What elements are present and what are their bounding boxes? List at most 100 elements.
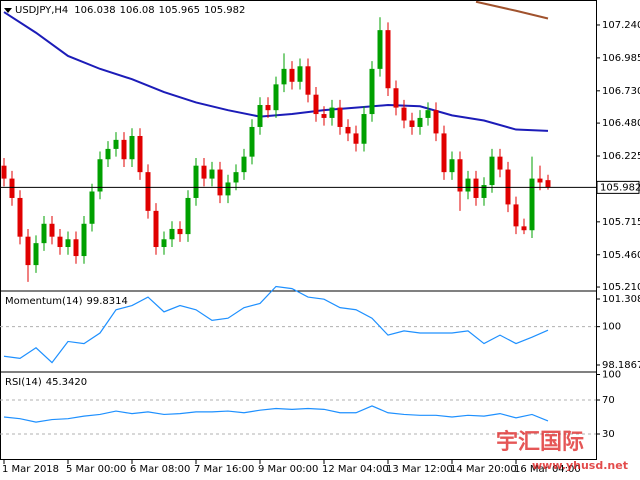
collapse-arrow xyxy=(4,8,12,13)
candle-body xyxy=(337,107,343,127)
candle-body xyxy=(265,105,271,111)
candle-body xyxy=(193,165,199,198)
watermark-url: www.yhusd.net xyxy=(532,459,628,472)
x-tick-label: 13 Mar 12:00 xyxy=(386,464,453,475)
candle-body xyxy=(105,148,111,160)
candle-body xyxy=(257,105,263,127)
candle-body xyxy=(297,66,303,82)
candle-body xyxy=(81,223,87,257)
candle-body xyxy=(137,135,143,173)
candle-body xyxy=(217,169,223,196)
candle-body xyxy=(457,159,463,192)
candle-body xyxy=(225,182,231,196)
candle-body xyxy=(361,114,367,144)
candle-body xyxy=(377,30,383,69)
candle-body xyxy=(49,223,55,237)
candle-body xyxy=(369,68,375,115)
rsi-header: RSI(14) 45.3420 xyxy=(5,377,87,388)
indicator-value: 45.3420 xyxy=(46,377,87,388)
y-tick-label: 100 xyxy=(602,322,621,333)
candle-body xyxy=(17,197,23,237)
x-tick-label: 6 Mar 08:00 xyxy=(130,464,190,475)
current-price-label: 105.982 xyxy=(600,182,640,193)
candle-body xyxy=(185,197,191,235)
candle-body xyxy=(449,159,455,173)
y-tick-label: 105.210 xyxy=(602,282,640,293)
candle-body xyxy=(305,66,311,95)
candle-body xyxy=(249,126,255,157)
candle-body xyxy=(73,239,79,257)
candle-body xyxy=(169,228,175,240)
watermark-text: 宇汇国际 xyxy=(496,430,584,455)
candle-body xyxy=(161,239,167,248)
y-tick-label: 106.730 xyxy=(602,86,640,97)
candle-body xyxy=(425,110,431,118)
current-price-box xyxy=(596,180,640,194)
candle-body xyxy=(401,107,407,121)
indicator-line xyxy=(3,405,549,423)
y-tick-label: 106.225 xyxy=(602,151,640,162)
candle-body xyxy=(417,117,423,127)
candle-body xyxy=(25,236,31,266)
x-tick-label: 7 Mar 16:00 xyxy=(194,464,254,475)
candle-body xyxy=(33,243,39,266)
last-high: 106.08 xyxy=(120,5,155,16)
momentum-header: Momentum(14) 99.8314 xyxy=(5,296,128,307)
candle-body xyxy=(433,110,439,134)
candle-body xyxy=(321,114,327,118)
indicator-value: 99.8314 xyxy=(87,296,128,307)
y-tick-label: 106.480 xyxy=(602,118,640,129)
y-tick-label: 100 xyxy=(602,370,621,381)
candle-body xyxy=(409,120,415,127)
candle-body xyxy=(273,84,279,111)
candle-body xyxy=(313,94,319,115)
candle-body xyxy=(177,228,183,235)
candle-body xyxy=(281,68,287,85)
candle-body xyxy=(537,178,543,183)
x-tick-label: 14 Mar 20:00 xyxy=(450,464,517,475)
candle-body xyxy=(201,165,207,179)
candle-body xyxy=(153,210,159,248)
candle-body xyxy=(121,139,127,160)
y-tick-label: 107.240 xyxy=(602,20,640,31)
y-tick-label: 101.3083 xyxy=(602,294,640,305)
y-tick-label: 105.715 xyxy=(602,217,640,228)
x-tick-label: 12 Mar 04:00 xyxy=(322,464,389,475)
candle-body xyxy=(129,135,135,160)
moving-average xyxy=(475,0,549,20)
indicator-line xyxy=(3,285,549,364)
candle-body xyxy=(513,204,519,227)
candle-body xyxy=(345,126,351,134)
candle-body xyxy=(65,239,71,248)
y-tick-label: 105.460 xyxy=(602,250,640,261)
x-tick-label: 9 Mar 00:00 xyxy=(258,464,318,475)
y-tick-label: 98.1867 xyxy=(602,360,640,371)
candle-body xyxy=(329,107,335,118)
candle-body xyxy=(481,185,487,198)
candle-body xyxy=(353,133,359,144)
last-close: 105.982 xyxy=(204,5,245,16)
x-tick-label: 16 Mar 04:00 xyxy=(514,464,581,475)
candle-body xyxy=(209,169,215,179)
symbol: USDJPY,H4 xyxy=(15,5,68,16)
y-tick-label: 106.985 xyxy=(602,53,640,64)
candle-body xyxy=(465,178,471,192)
candle-body xyxy=(497,156,503,170)
candle-body xyxy=(441,133,447,173)
candle-body xyxy=(57,236,63,248)
candle-body xyxy=(97,159,103,192)
candle-body xyxy=(545,180,551,188)
candle-body xyxy=(9,178,15,198)
y-tick-label: 30 xyxy=(602,429,615,440)
candle-body xyxy=(241,156,247,173)
candle-body xyxy=(41,223,47,244)
y-tick-label: 70 xyxy=(602,395,615,406)
candle-body xyxy=(289,68,295,82)
indicator-name: RSI(14) xyxy=(5,377,42,388)
x-tick-label: 1 Mar 2018 xyxy=(2,464,59,475)
indicator-name: Momentum(14) xyxy=(5,296,83,307)
candle-body xyxy=(113,139,119,149)
last-low: 105.965 xyxy=(159,5,200,16)
candle-body xyxy=(489,156,495,186)
candle-body xyxy=(233,172,239,183)
